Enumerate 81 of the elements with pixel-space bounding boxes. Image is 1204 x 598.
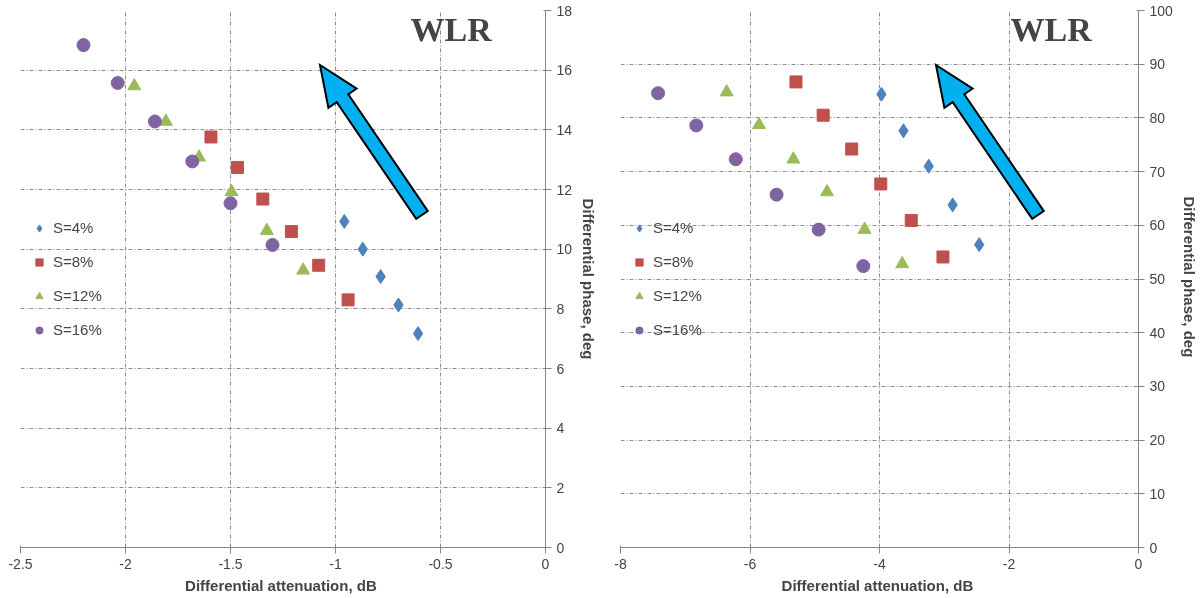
point: [651, 86, 666, 101]
y-tick-label: 0: [556, 539, 565, 556]
point: [857, 221, 872, 234]
point: [874, 177, 888, 191]
y-tick-label: 6: [556, 360, 565, 377]
point: [256, 192, 270, 206]
point: [185, 154, 200, 169]
y-tick-label: 40: [1149, 324, 1166, 341]
point: [719, 84, 734, 97]
x-tick-label: -2: [1002, 555, 1016, 572]
legend-label: S=16%: [653, 321, 702, 338]
point: [76, 38, 91, 53]
x-axis-title: Differential attenuation, dB: [185, 576, 377, 594]
y-tick-label: 20: [1149, 432, 1166, 449]
point: [689, 118, 704, 133]
point: [895, 255, 910, 269]
x-tick-label: -1.5: [218, 555, 243, 572]
x-tick-label: -2: [119, 555, 132, 572]
point: [230, 160, 244, 174]
point: [296, 262, 311, 275]
y-tick-label: 10: [1149, 485, 1166, 502]
legend-label: S=8%: [53, 253, 94, 270]
y-tick-label: 8: [556, 300, 565, 317]
legend-label: S=4%: [53, 219, 94, 236]
y-tick-label: 4: [556, 420, 565, 437]
point: [127, 77, 142, 91]
point: [110, 76, 125, 90]
x-tick-label: 0: [1134, 555, 1143, 572]
x-tick-label: -2.5: [8, 555, 33, 572]
point: [816, 108, 830, 122]
legend-label: S=16%: [53, 321, 102, 338]
x-tick-label: -4: [873, 555, 886, 572]
point: [789, 75, 803, 89]
point: [224, 183, 239, 197]
point: [728, 152, 743, 167]
point: [904, 213, 918, 227]
point: [259, 222, 274, 235]
point: [769, 187, 784, 202]
point: [811, 222, 826, 237]
y-tick-label: 16: [556, 62, 573, 79]
y-tick-label: 10: [556, 241, 573, 258]
y-axis-title: Differential phase, deg: [580, 198, 598, 360]
y-axis-title: Differential phase, deg: [1180, 196, 1198, 358]
y-tick-label: 50: [1149, 271, 1166, 287]
point: [147, 114, 162, 129]
point: [936, 250, 950, 264]
point: [204, 130, 218, 144]
x-tick-label: -8: [614, 555, 627, 572]
point: [223, 196, 238, 211]
y-tick-label: 14: [556, 121, 573, 138]
x-tick-label: 0: [541, 555, 550, 572]
point: [312, 258, 326, 272]
y-tick-label: 90: [1149, 56, 1166, 73]
annotation: WLR: [410, 10, 493, 48]
point: [786, 151, 801, 164]
x-tick-label: -0.5: [428, 555, 453, 572]
y-tick-label: 60: [1149, 217, 1166, 234]
point: [265, 238, 280, 252]
y-tick-label: 80: [1149, 109, 1166, 126]
point: [752, 116, 767, 130]
y-tick-label: 12: [556, 181, 573, 198]
y-tick-label: 18: [556, 2, 573, 19]
legend-label: S=4%: [653, 219, 694, 236]
y-tick-label: 100: [1149, 2, 1174, 19]
y-tick-label: 70: [1149, 163, 1166, 180]
point: [341, 293, 355, 307]
point: [284, 225, 298, 239]
point: [820, 184, 835, 197]
y-tick-label: 30: [1149, 378, 1166, 395]
point: [412, 326, 424, 342]
legend-label: S=8%: [653, 253, 694, 270]
y-tick-label: 0: [1149, 539, 1158, 556]
y-tick-label: 2: [556, 479, 565, 496]
legend-label: S=12%: [653, 287, 702, 304]
x-axis-title: Differential attenuation, dB: [781, 576, 974, 594]
point: [845, 142, 859, 156]
legend-label: S=12%: [53, 287, 102, 304]
x-tick-label: -6: [743, 555, 757, 572]
annotation: WLR: [1010, 10, 1093, 48]
point: [856, 259, 871, 274]
x-tick-label: -1: [329, 555, 342, 572]
